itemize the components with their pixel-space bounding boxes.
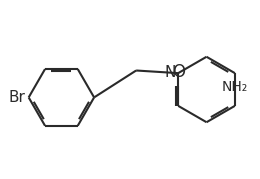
Text: N: N <box>165 65 176 80</box>
Text: Br: Br <box>9 90 25 105</box>
Text: NH₂: NH₂ <box>222 80 248 94</box>
Text: O: O <box>172 62 185 81</box>
